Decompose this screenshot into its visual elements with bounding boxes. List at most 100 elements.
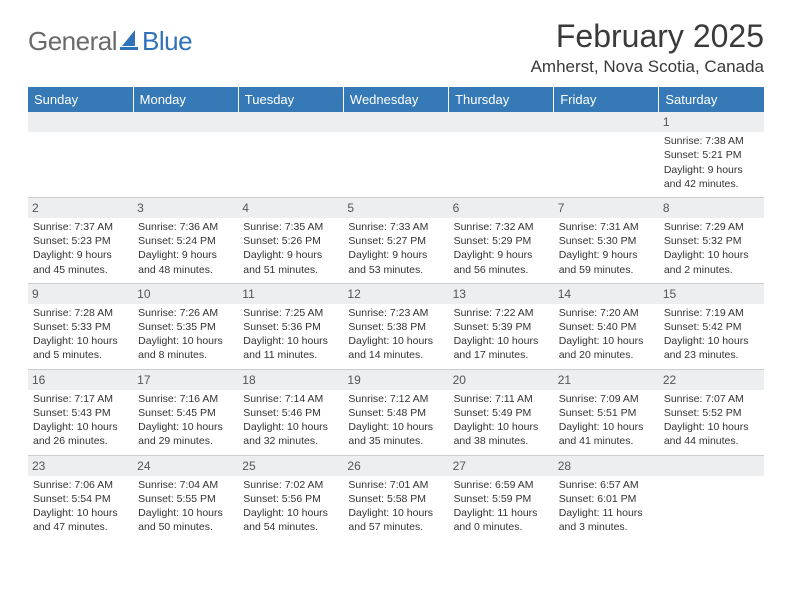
day-number: 4 <box>238 198 343 218</box>
page-title: February 2025 <box>531 18 764 55</box>
weekday-header: Saturday <box>659 87 764 112</box>
day-number-empty <box>449 112 554 132</box>
calendar-day-cell <box>449 112 554 197</box>
calendar-day-cell: 23Sunrise: 7:06 AMSunset: 5:54 PMDayligh… <box>28 455 133 540</box>
day-number: 6 <box>449 198 554 218</box>
daylight-text: Daylight: 10 hours and 57 minutes. <box>348 506 443 534</box>
calendar-day-cell: 16Sunrise: 7:17 AMSunset: 5:43 PMDayligh… <box>28 369 133 455</box>
calendar-day-cell: 28Sunrise: 6:57 AMSunset: 6:01 PMDayligh… <box>554 455 659 540</box>
day-details: Sunrise: 7:33 AMSunset: 5:27 PMDaylight:… <box>348 220 443 277</box>
sunrise-text: Sunrise: 7:07 AM <box>664 392 759 406</box>
sunset-text: Sunset: 5:51 PM <box>559 406 654 420</box>
day-number: 7 <box>554 198 659 218</box>
sunset-text: Sunset: 5:30 PM <box>559 234 654 248</box>
calendar-day-cell: 22Sunrise: 7:07 AMSunset: 5:52 PMDayligh… <box>659 369 764 455</box>
day-number: 18 <box>238 370 343 390</box>
daylight-text: Daylight: 10 hours and 54 minutes. <box>243 506 338 534</box>
day-number: 24 <box>133 456 238 476</box>
day-number: 28 <box>554 456 659 476</box>
day-details: Sunrise: 7:25 AMSunset: 5:36 PMDaylight:… <box>243 306 338 363</box>
calendar-week-row: 23Sunrise: 7:06 AMSunset: 5:54 PMDayligh… <box>28 455 764 540</box>
day-details: Sunrise: 7:04 AMSunset: 5:55 PMDaylight:… <box>138 478 233 535</box>
daylight-text: Daylight: 10 hours and 17 minutes. <box>454 334 549 362</box>
day-number: 20 <box>449 370 554 390</box>
sunrise-text: Sunrise: 7:31 AM <box>559 220 654 234</box>
calendar-day-cell: 4Sunrise: 7:35 AMSunset: 5:26 PMDaylight… <box>238 197 343 283</box>
calendar-day-cell <box>659 455 764 540</box>
calendar-day-cell: 11Sunrise: 7:25 AMSunset: 5:36 PMDayligh… <box>238 283 343 369</box>
calendar-day-cell <box>343 112 448 197</box>
sunrise-text: Sunrise: 7:38 AM <box>664 134 759 148</box>
header: General Blue February 2025 Amherst, Nova… <box>28 18 764 77</box>
day-details: Sunrise: 7:09 AMSunset: 5:51 PMDaylight:… <box>559 392 654 449</box>
daylight-text: Daylight: 10 hours and 26 minutes. <box>33 420 128 448</box>
calendar-day-cell: 3Sunrise: 7:36 AMSunset: 5:24 PMDaylight… <box>133 197 238 283</box>
sunrise-text: Sunrise: 7:16 AM <box>138 392 233 406</box>
weekday-header-row: Sunday Monday Tuesday Wednesday Thursday… <box>28 87 764 112</box>
calendar-day-cell: 14Sunrise: 7:20 AMSunset: 5:40 PMDayligh… <box>554 283 659 369</box>
sunrise-text: Sunrise: 7:29 AM <box>664 220 759 234</box>
calendar-day-cell: 27Sunrise: 6:59 AMSunset: 5:59 PMDayligh… <box>449 455 554 540</box>
logo-text-blue: Blue <box>142 26 192 57</box>
sunset-text: Sunset: 5:39 PM <box>454 320 549 334</box>
day-details: Sunrise: 7:31 AMSunset: 5:30 PMDaylight:… <box>559 220 654 277</box>
day-details: Sunrise: 7:07 AMSunset: 5:52 PMDaylight:… <box>664 392 759 449</box>
day-number: 21 <box>554 370 659 390</box>
weekday-header: Thursday <box>449 87 554 112</box>
calendar-day-cell <box>554 112 659 197</box>
daylight-text: Daylight: 9 hours and 48 minutes. <box>138 248 233 276</box>
day-details: Sunrise: 7:36 AMSunset: 5:24 PMDaylight:… <box>138 220 233 277</box>
sunset-text: Sunset: 5:33 PM <box>33 320 128 334</box>
sunset-text: Sunset: 5:52 PM <box>664 406 759 420</box>
calendar-week-row: 16Sunrise: 7:17 AMSunset: 5:43 PMDayligh… <box>28 369 764 455</box>
sunrise-text: Sunrise: 7:17 AM <box>33 392 128 406</box>
calendar-week-row: 2Sunrise: 7:37 AMSunset: 5:23 PMDaylight… <box>28 197 764 283</box>
day-details: Sunrise: 7:22 AMSunset: 5:39 PMDaylight:… <box>454 306 549 363</box>
weekday-header: Tuesday <box>238 87 343 112</box>
calendar-day-cell <box>133 112 238 197</box>
calendar-day-cell: 24Sunrise: 7:04 AMSunset: 5:55 PMDayligh… <box>133 455 238 540</box>
calendar-day-cell: 6Sunrise: 7:32 AMSunset: 5:29 PMDaylight… <box>449 197 554 283</box>
sunset-text: Sunset: 5:58 PM <box>348 492 443 506</box>
weekday-header: Monday <box>133 87 238 112</box>
calendar-day-cell <box>238 112 343 197</box>
day-number: 26 <box>343 456 448 476</box>
calendar-day-cell: 5Sunrise: 7:33 AMSunset: 5:27 PMDaylight… <box>343 197 448 283</box>
sunrise-text: Sunrise: 7:33 AM <box>348 220 443 234</box>
daylight-text: Daylight: 10 hours and 35 minutes. <box>348 420 443 448</box>
calendar-day-cell: 15Sunrise: 7:19 AMSunset: 5:42 PMDayligh… <box>659 283 764 369</box>
sunrise-text: Sunrise: 7:36 AM <box>138 220 233 234</box>
weekday-header: Sunday <box>28 87 133 112</box>
sunset-text: Sunset: 5:32 PM <box>664 234 759 248</box>
sunset-text: Sunset: 5:56 PM <box>243 492 338 506</box>
daylight-text: Daylight: 9 hours and 45 minutes. <box>33 248 128 276</box>
sunset-text: Sunset: 5:49 PM <box>454 406 549 420</box>
calendar-day-cell: 19Sunrise: 7:12 AMSunset: 5:48 PMDayligh… <box>343 369 448 455</box>
sunrise-text: Sunrise: 7:19 AM <box>664 306 759 320</box>
sunrise-text: Sunrise: 7:06 AM <box>33 478 128 492</box>
sunrise-text: Sunrise: 7:04 AM <box>138 478 233 492</box>
daylight-text: Daylight: 11 hours and 3 minutes. <box>559 506 654 534</box>
sunrise-text: Sunrise: 7:20 AM <box>559 306 654 320</box>
day-number-empty <box>238 112 343 132</box>
calendar-week-row: 9Sunrise: 7:28 AMSunset: 5:33 PMDaylight… <box>28 283 764 369</box>
calendar-day-cell: 21Sunrise: 7:09 AMSunset: 5:51 PMDayligh… <box>554 369 659 455</box>
day-details: Sunrise: 7:12 AMSunset: 5:48 PMDaylight:… <box>348 392 443 449</box>
sunset-text: Sunset: 5:36 PM <box>243 320 338 334</box>
daylight-text: Daylight: 9 hours and 53 minutes. <box>348 248 443 276</box>
logo: General Blue <box>28 26 192 57</box>
day-details: Sunrise: 6:59 AMSunset: 5:59 PMDaylight:… <box>454 478 549 535</box>
day-number: 12 <box>343 284 448 304</box>
sunset-text: Sunset: 5:29 PM <box>454 234 549 248</box>
calendar-day-cell: 17Sunrise: 7:16 AMSunset: 5:45 PMDayligh… <box>133 369 238 455</box>
day-details: Sunrise: 7:16 AMSunset: 5:45 PMDaylight:… <box>138 392 233 449</box>
calendar-day-cell: 12Sunrise: 7:23 AMSunset: 5:38 PMDayligh… <box>343 283 448 369</box>
sunset-text: Sunset: 5:43 PM <box>33 406 128 420</box>
daylight-text: Daylight: 10 hours and 23 minutes. <box>664 334 759 362</box>
sunset-text: Sunset: 5:45 PM <box>138 406 233 420</box>
calendar-day-cell: 2Sunrise: 7:37 AMSunset: 5:23 PMDaylight… <box>28 197 133 283</box>
day-number: 13 <box>449 284 554 304</box>
day-number: 15 <box>659 284 764 304</box>
sunrise-text: Sunrise: 6:59 AM <box>454 478 549 492</box>
sunset-text: Sunset: 5:59 PM <box>454 492 549 506</box>
